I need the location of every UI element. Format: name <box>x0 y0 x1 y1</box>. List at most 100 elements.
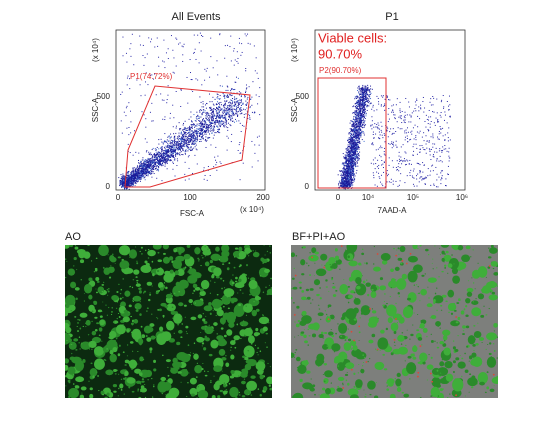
texture-dot <box>221 108 223 110</box>
texture-dot <box>348 179 350 181</box>
texture-dot <box>134 177 136 179</box>
texture-dot <box>180 147 182 149</box>
texture-dot <box>351 184 353 186</box>
texture-dot <box>254 112 256 114</box>
texture-dot <box>235 118 237 120</box>
texture-dot <box>238 103 240 105</box>
texture-dot <box>359 112 361 114</box>
texture-dot <box>139 35 141 37</box>
x-exponent: (x 10⁴) <box>240 205 264 214</box>
texture-dot <box>173 57 175 59</box>
texture-dot <box>201 134 203 136</box>
texture-dot <box>162 160 164 162</box>
texture-dot <box>223 111 225 113</box>
texture-dot <box>182 129 184 131</box>
texture-dot <box>161 149 163 151</box>
texture-dot <box>426 140 428 142</box>
texture-dot <box>205 130 207 132</box>
texture-dot <box>355 164 357 166</box>
texture-dot <box>126 179 128 181</box>
texture-dot <box>194 137 196 139</box>
texture-dot <box>219 95 221 97</box>
texture-dot <box>356 160 358 162</box>
texture-dot <box>347 166 349 168</box>
texture-dot <box>180 138 182 140</box>
texture-dot <box>246 87 248 89</box>
texture-dot <box>221 116 223 118</box>
texture-dot <box>347 154 349 156</box>
texture-dot <box>355 109 357 111</box>
texture-dot <box>197 131 199 133</box>
texture-dot <box>343 185 345 187</box>
texture-dot <box>359 126 361 128</box>
texture-dot <box>350 157 352 159</box>
texture-dot <box>350 166 352 168</box>
texture-dot <box>358 133 360 135</box>
texture-dot <box>169 142 171 144</box>
texture-dot <box>222 112 224 114</box>
texture-dot <box>157 168 159 170</box>
texture-dot <box>134 179 136 181</box>
texture-dot <box>401 110 403 112</box>
texture-dot <box>363 116 365 118</box>
texture-dot <box>254 111 256 113</box>
y-axis-label: SSC-A <box>91 97 100 122</box>
texture-dot <box>180 142 182 144</box>
texture-dot <box>360 112 362 114</box>
texture-dot <box>181 146 183 148</box>
texture-dot <box>205 115 207 117</box>
texture-dot <box>354 111 356 113</box>
texture-dot <box>140 164 142 166</box>
texture-dot <box>220 101 222 103</box>
texture-dot <box>361 104 363 106</box>
texture-dot <box>196 132 198 134</box>
texture-dot <box>166 148 168 150</box>
texture-dot <box>190 135 192 137</box>
texture-dot <box>167 146 169 148</box>
texture-dot <box>119 179 121 181</box>
texture-dot <box>233 48 235 50</box>
texture-dot <box>173 148 175 150</box>
texture-dot <box>219 126 221 128</box>
texture-dot <box>364 95 366 97</box>
texture-dot <box>357 119 359 121</box>
texture-dot <box>362 101 364 103</box>
texture-dot <box>363 122 365 124</box>
texture-dot <box>231 99 233 101</box>
texture-dot <box>363 124 365 126</box>
texture-dot <box>346 171 348 173</box>
texture-dot <box>143 169 145 171</box>
texture-dot <box>207 166 209 168</box>
texture-dot <box>355 153 357 155</box>
texture-dot <box>204 174 206 176</box>
texture-dot <box>131 178 133 180</box>
texture-dot <box>205 102 207 104</box>
texture-dot <box>187 139 189 141</box>
texture-dot <box>234 102 236 104</box>
texture-dot <box>171 147 173 149</box>
texture-dot <box>198 62 200 64</box>
texture-dot <box>130 132 132 134</box>
texture-dot <box>366 88 368 90</box>
texture-dot <box>200 128 202 130</box>
texture-dot <box>195 120 197 122</box>
texture-dot <box>351 171 353 173</box>
texture-dot <box>182 139 184 141</box>
texture-dot <box>213 113 215 115</box>
texture-dot <box>362 99 364 101</box>
texture-dot <box>201 129 203 131</box>
texture-dot <box>190 79 192 81</box>
texture-dot <box>158 161 160 163</box>
texture-dot <box>179 145 181 147</box>
texture-dot <box>356 112 358 114</box>
texture-dot <box>179 146 181 148</box>
texture-dot <box>359 120 361 122</box>
texture-dot <box>191 133 193 135</box>
texture-dot <box>134 175 136 177</box>
texture-dot <box>352 154 354 156</box>
texture-dot <box>356 139 358 141</box>
texture-dot <box>346 167 348 169</box>
texture-dot <box>189 131 191 133</box>
texture-dot <box>185 153 187 155</box>
texture-dot <box>121 132 123 134</box>
